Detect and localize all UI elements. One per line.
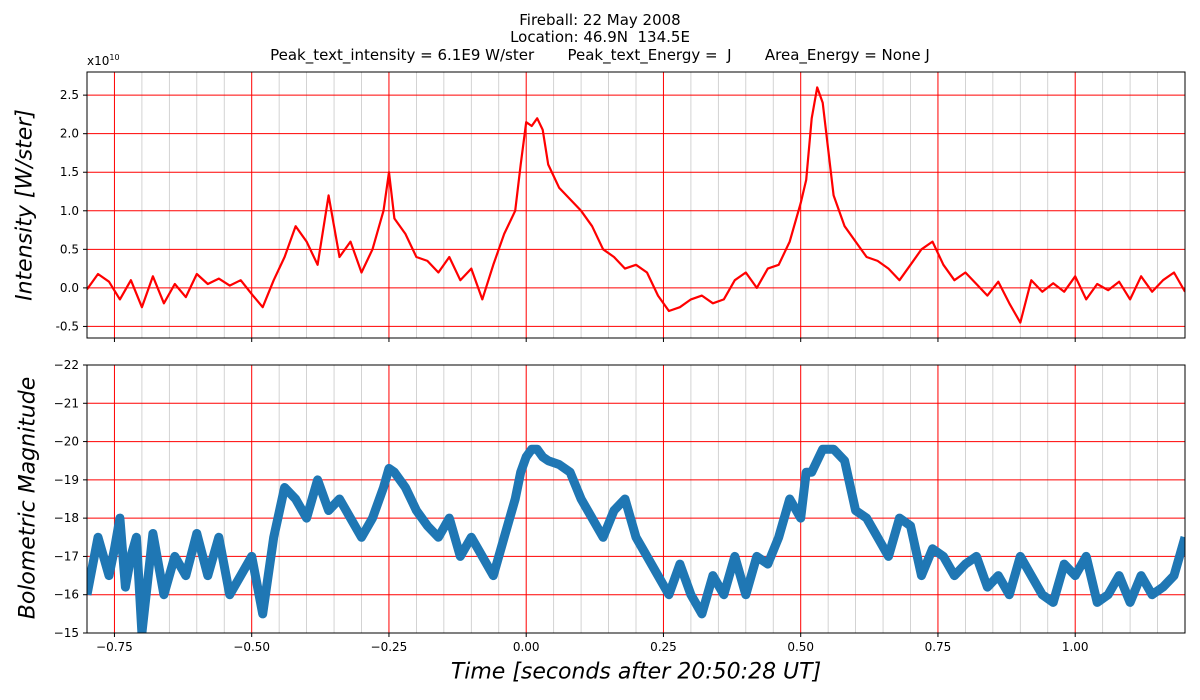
x-axis-label: Time [seconds after 20:50:28 UT] [450,659,822,685]
axis-offset-text: x1010 [87,53,120,68]
y-tick-label: 0.5 [60,242,79,256]
x-tick-label: 0.75 [925,640,952,654]
chart-title-line-3: Peak_text_intensity = 6.1E9 W/ster Peak_… [270,46,930,64]
y-tick-label: −20 [54,435,79,449]
x-tick-label: 0.50 [787,640,814,654]
offset-exponent: 10 [109,53,120,62]
y-tick-label: −21 [54,396,79,410]
y-tick-label: -0.5 [56,319,79,333]
x-tick-label: −0.50 [233,640,270,654]
plot-frame [86,71,1186,339]
y-tick-label: −15 [54,626,79,640]
chart-title-line-2: Location: 46.9N 134.5E [510,28,690,46]
x-tick-label: 1.00 [1062,640,1089,654]
y-tick-label: −22 [54,358,79,372]
chart-title-line-1: Fireball: 22 May 2008 [519,11,681,29]
intensity-panel: -0.5 0.0 0.5 1.0 1.5 2.0 2.5 [56,71,1186,342]
offset-base: x10 [87,54,110,68]
y-tick-label: 2.0 [60,127,79,141]
y-tick-label: −17 [54,549,79,563]
x-tick-label: −0.75 [96,640,133,654]
y-tick-label: 2.5 [60,88,79,102]
y-tick-label: −18 [54,511,79,525]
y-tick-label: −16 [54,588,79,602]
y-tick-label: 1.5 [60,165,79,179]
x-tick-label: 0.00 [513,640,540,654]
magnitude-panel: −0.75 −0.50 −0.25 0.00 0.25 0.50 0.75 1.00 −22 −2… [54,358,1186,654]
y-tick-label: 1.0 [60,204,79,218]
y-tick-label: 0.0 [60,281,79,295]
magnitude-series-line [87,444,1185,633]
intensity-series-line [87,86,1185,324]
x-tick-label: 0.25 [650,640,677,654]
plot-frame [86,364,1186,634]
y-tick-label: −19 [54,473,79,487]
x-tick-label: −0.25 [371,640,408,654]
